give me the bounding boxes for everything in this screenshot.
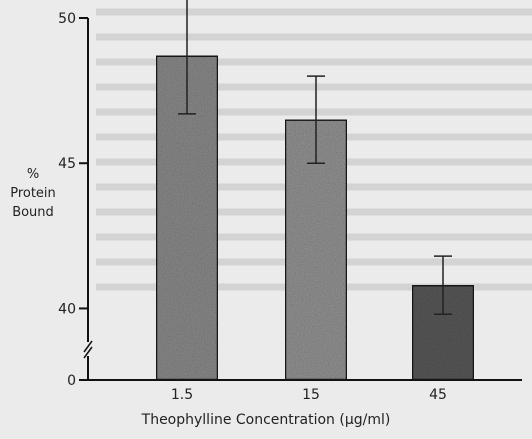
- y-tick-label: 45: [58, 156, 76, 172]
- y-axis-label: % Protein Bound: [8, 165, 58, 222]
- y-axis-label-line: %: [26, 167, 40, 182]
- y-tick-label: 50: [58, 11, 76, 27]
- x-axis-label: Theophylline Concentration (µg/ml): [141, 412, 391, 428]
- x-tick-label: 1.5: [171, 387, 193, 403]
- y-tick-label: 40: [58, 301, 76, 317]
- x-tick-label: 15: [302, 387, 320, 403]
- y-tick-label: 0: [67, 373, 76, 389]
- y-axis-label-line: Bound: [12, 205, 54, 220]
- y-axis-label-line: Protein: [10, 186, 56, 201]
- axis-break-mark: [83, 346, 93, 359]
- x-tick-label: 45: [429, 387, 447, 403]
- axis-break-mark: [83, 340, 93, 353]
